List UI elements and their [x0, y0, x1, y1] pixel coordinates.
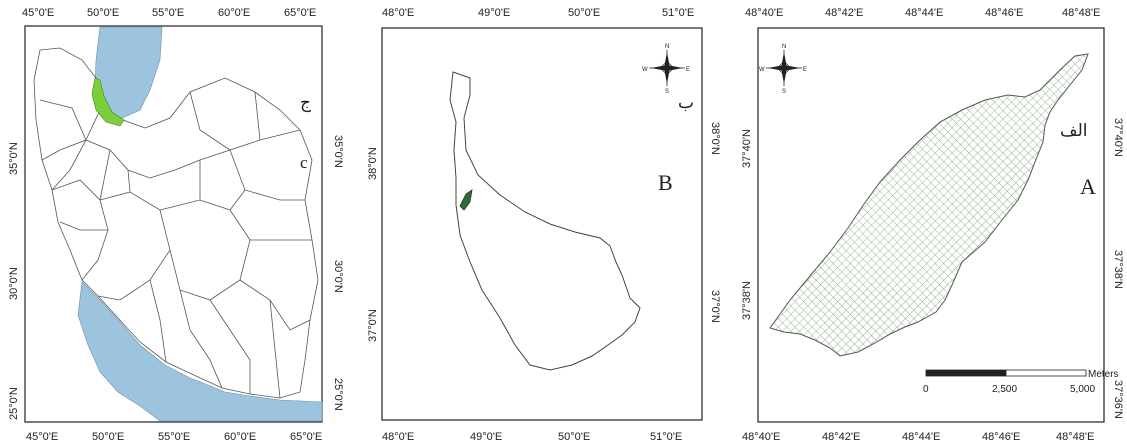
tick-label: 38°0'N: [367, 147, 379, 180]
tick-label: 48°42'E: [822, 431, 860, 443]
tick-label: 48°46'E: [985, 7, 1023, 19]
tick-label: 37°38'N: [1112, 250, 1124, 289]
tick-label: 37°0'N: [367, 309, 379, 342]
study-area-polygon: [769, 53, 1089, 357]
south-label: S: [782, 89, 786, 95]
tick-label: 48°0'E: [382, 7, 414, 19]
tick-label: 50°0'E: [558, 431, 590, 443]
tick-label: 65°0'E: [284, 7, 316, 19]
tick-label: 49°0'E: [478, 7, 510, 19]
map-panel-iran: 45°0'E 50°0'E 55°0'E 60°0'E 65°0'E 45°0'…: [8, 7, 344, 443]
tick-label: 37°36'N: [1112, 380, 1124, 419]
tick-label: 60°0'E: [218, 7, 250, 19]
tick-label: 48°46'E: [982, 431, 1020, 443]
bottom-longitude-ticks: 48°40'E 48°42'E 48°44'E 48°46'E 48°48'E: [742, 431, 1094, 443]
map-panel-study-area: 48°40'E 48°42'E 48°44'E 48°46'E 48°48'E …: [741, 7, 1124, 443]
scale-label: 0: [923, 384, 929, 395]
left-latitude-ticks: 38°0'N 37°0'N: [367, 147, 379, 342]
bottom-longitude-ticks: 48°0'E 49°0'E 50°0'E 51°0'E: [382, 431, 682, 443]
east-label: E: [686, 67, 690, 73]
west-label: W: [642, 67, 648, 73]
scale-unit: Meters: [1088, 369, 1119, 380]
tick-label: 48°44'E: [902, 431, 940, 443]
tick-label: 50°0'E: [87, 7, 119, 19]
north-label: N: [665, 44, 669, 50]
tick-label: 35°0'N: [332, 135, 344, 168]
map-frame: [24, 25, 323, 423]
bottom-longitude-ticks: 45°0'E 50°0'E 55°0'E 60°0'E 65°0'E: [26, 431, 322, 443]
left-latitude-ticks: 37°40'N 37°38'N: [741, 129, 753, 320]
north-arrow: N E S W: [759, 44, 807, 95]
tick-label: 37°38'N: [741, 281, 753, 320]
tick-label: 65°0'E: [290, 431, 322, 443]
tick-label: 60°0'E: [224, 431, 256, 443]
panel-letter: B: [658, 170, 673, 195]
tick-label: 37°40'N: [741, 129, 753, 168]
panel-letter: c: [300, 153, 308, 172]
tick-label: 30°0'N: [8, 267, 20, 300]
map-panel-guilan: 48°0'E 49°0'E 50°0'E 51°0'E 48°0'E 49°0'…: [367, 7, 721, 443]
panel-letter-persian: الف: [1060, 121, 1088, 141]
tick-label: 35°0'N: [8, 142, 20, 175]
tick-label: 48°40'E: [745, 7, 783, 19]
tick-label: 55°0'E: [152, 7, 184, 19]
tick-label: 55°0'E: [158, 431, 190, 443]
tick-label: 50°0'E: [92, 431, 124, 443]
guilan-outline: [449, 71, 641, 371]
tick-label: 45°0'E: [22, 7, 54, 19]
panel-letter-persian: ج: [300, 93, 311, 113]
study-area-marker: [459, 189, 473, 211]
tick-label: 48°42'E: [825, 7, 863, 19]
tick-label: 48°44'E: [905, 7, 943, 19]
north-arrow: N E S W: [642, 44, 690, 95]
tick-label: 51°0'E: [662, 7, 694, 19]
east-label: E: [803, 67, 807, 73]
tick-label: 25°0'N: [332, 378, 344, 411]
guilan-highlight: [91, 77, 125, 127]
tick-label: 38°0'N: [709, 122, 721, 155]
panel-letter: A: [1080, 174, 1096, 199]
caspian-sea: [94, 26, 163, 121]
west-label: W: [759, 67, 765, 73]
tick-label: 45°0'E: [26, 431, 58, 443]
tick-label: 25°0'N: [8, 387, 20, 420]
tick-label: 37°40'N: [1112, 118, 1124, 157]
tick-label: 48°48'E: [1062, 7, 1100, 19]
right-latitude-ticks: 38°0'N 37°0'N: [709, 122, 721, 323]
tick-label: 49°0'E: [470, 431, 502, 443]
tick-label: 37°0'N: [709, 290, 721, 323]
map-frame: [381, 27, 703, 421]
top-longitude-ticks: 48°0'E 49°0'E 50°0'E 51°0'E: [382, 7, 694, 19]
panel-letter-persian: ب: [678, 93, 694, 113]
tick-label: 30°0'N: [332, 260, 344, 293]
north-label: N: [782, 44, 786, 50]
scale-label: 2,500: [992, 384, 1017, 395]
top-longitude-ticks: 45°0'E 50°0'E 55°0'E 60°0'E 65°0'E: [22, 7, 316, 19]
persian-gulf: [77, 281, 323, 422]
tick-label: 50°0'E: [568, 7, 600, 19]
south-label: S: [665, 89, 669, 95]
iran-provinces: [33, 47, 319, 399]
tick-label: 48°40'E: [742, 431, 780, 443]
tick-label: 51°0'E: [650, 431, 682, 443]
scale-bar: Meters 0 2,500 5,000: [923, 369, 1119, 395]
scale-label: 5,000: [1070, 384, 1095, 395]
tick-label: 48°0'E: [382, 431, 414, 443]
right-latitude-ticks: 37°40'N 37°38'N 37°36'N: [1112, 118, 1124, 419]
left-latitude-ticks: 35°0'N 30°0'N 25°0'N: [8, 142, 20, 420]
top-longitude-ticks: 48°40'E 48°42'E 48°44'E 48°46'E 48°48'E: [745, 7, 1100, 19]
right-latitude-ticks: 35°0'N 30°0'N 25°0'N: [332, 135, 344, 411]
tick-label: 48°48'E: [1056, 431, 1094, 443]
